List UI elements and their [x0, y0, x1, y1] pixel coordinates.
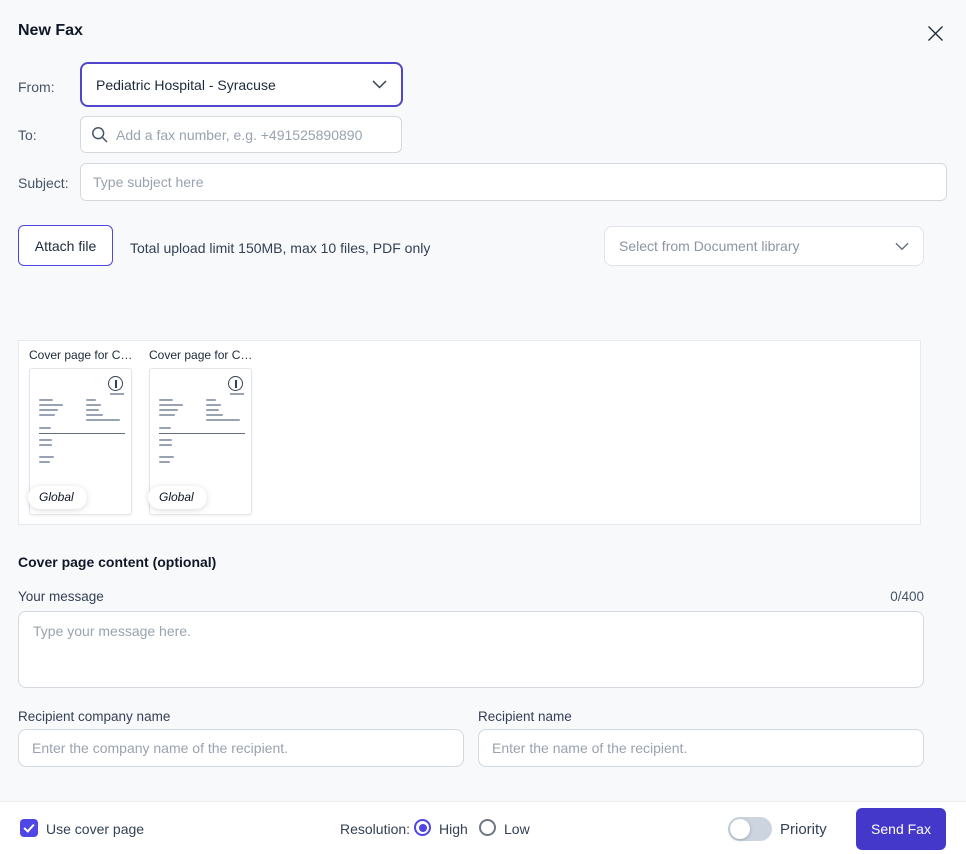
cover-page-list: Cover page for C… Global Cover page for …: [18, 340, 921, 525]
cover-page-card-title: Cover page for C…: [29, 348, 132, 362]
to-fax-number-input[interactable]: Add a fax number, e.g. +491525890890: [80, 116, 402, 153]
from-select[interactable]: Pediatric Hospital - Syracuse: [80, 62, 403, 107]
resolution-low-radio[interactable]: [479, 819, 496, 836]
page-title: New Fax: [18, 22, 83, 39]
to-placeholder: Add a fax number, e.g. +491525890890: [116, 126, 363, 143]
scope-badge: Global: [148, 486, 207, 509]
recipient-company-input[interactable]: [18, 729, 464, 767]
from-select-value: Pediatric Hospital - Syracuse: [96, 76, 276, 93]
priority-toggle[interactable]: [728, 817, 772, 841]
cover-content-heading: Cover page content (optional): [18, 554, 217, 570]
search-icon: [92, 127, 108, 143]
document-library-placeholder: Select from Document library: [619, 238, 800, 254]
from-label: From:: [18, 79, 55, 95]
use-cover-page-label: Use cover page: [46, 821, 145, 837]
cover-page-thumbnail[interactable]: Global: [28, 368, 132, 515]
cover-page-card[interactable]: Cover page for C… Global: [28, 348, 132, 515]
priority-label: Priority: [780, 821, 827, 838]
attach-file-button[interactable]: Attach file: [18, 225, 113, 266]
recipient-name-label: Recipient name: [478, 709, 572, 724]
use-cover-page-checkbox[interactable]: [20, 819, 38, 837]
logo-icon: [108, 376, 123, 391]
message-char-counter: 0/400: [890, 589, 924, 604]
document-library-select[interactable]: Select from Document library: [604, 226, 924, 266]
subject-label: Subject:: [18, 175, 69, 191]
cover-page-thumbnail[interactable]: Global: [148, 368, 252, 515]
footer-bar: Use cover page Resolution: High Low Prio…: [0, 801, 966, 854]
chevron-down-icon: [895, 242, 909, 250]
subject-input[interactable]: [80, 163, 947, 201]
logo-icon: [228, 376, 243, 391]
resolution-high-label: High: [439, 821, 468, 837]
recipient-company-label: Recipient company name: [18, 709, 171, 724]
resolution-high-radio[interactable]: [414, 819, 431, 836]
cover-page-card[interactable]: Cover page for C… Global: [148, 348, 252, 515]
to-label: To:: [18, 127, 37, 143]
upload-limit-hint: Total upload limit 150MB, max 10 files, …: [130, 240, 431, 256]
message-textarea[interactable]: [18, 611, 924, 688]
close-icon: [927, 25, 943, 41]
resolution-label: Resolution:: [340, 821, 411, 837]
recipient-name-input[interactable]: [478, 729, 924, 767]
chevron-down-icon: [372, 80, 387, 89]
cover-page-card-title: Cover page for C…: [149, 348, 252, 362]
scope-badge: Global: [28, 486, 87, 509]
resolution-low-label: Low: [504, 821, 530, 837]
close-button[interactable]: [924, 22, 946, 44]
send-fax-button[interactable]: Send Fax: [856, 808, 946, 850]
message-label: Your message: [18, 589, 104, 604]
